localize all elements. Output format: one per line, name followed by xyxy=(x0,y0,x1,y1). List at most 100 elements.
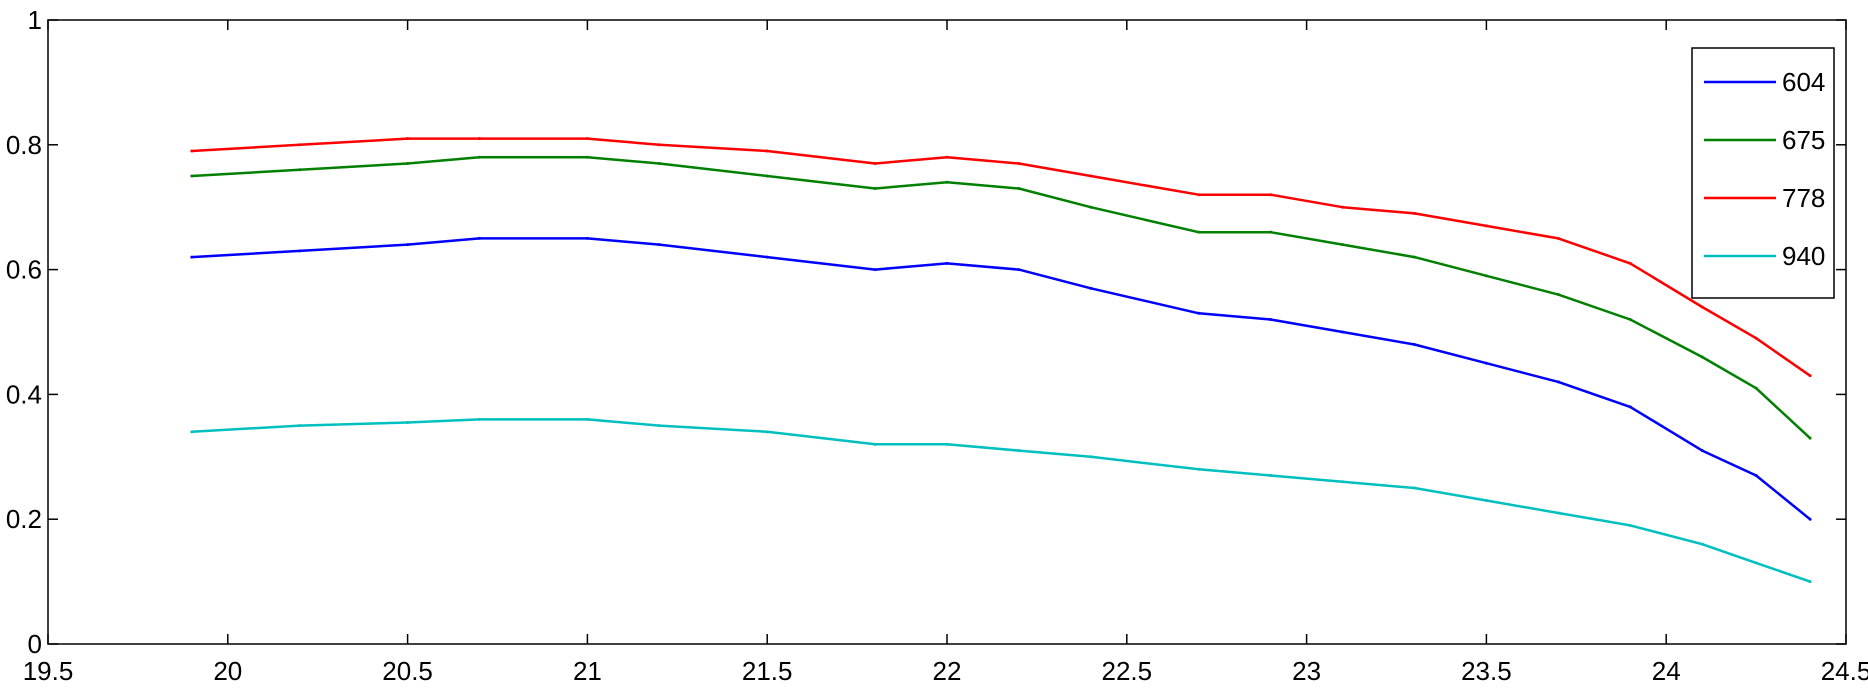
data-point-604 xyxy=(657,243,661,247)
data-point-778 xyxy=(1700,305,1704,309)
data-point-940 xyxy=(873,442,877,446)
data-point-675 xyxy=(1700,355,1704,359)
data-point-940 xyxy=(298,424,302,428)
data-point-940 xyxy=(1700,542,1704,546)
data-point-675 xyxy=(765,174,769,178)
data-point-940 xyxy=(657,424,661,428)
data-point-940 xyxy=(1017,449,1021,453)
data-point-940 xyxy=(1412,486,1416,490)
data-point-778 xyxy=(1341,205,1345,209)
y-tick-label: 0.4 xyxy=(6,379,42,409)
data-point-778 xyxy=(1089,174,1093,178)
data-point-940 xyxy=(190,430,194,434)
data-point-778 xyxy=(1197,193,1201,197)
data-point-604 xyxy=(1089,286,1093,290)
data-point-778 xyxy=(190,149,194,153)
data-point-940 xyxy=(1484,498,1488,502)
data-point-604 xyxy=(1808,517,1812,521)
data-point-675 xyxy=(1628,318,1632,322)
data-point-604 xyxy=(298,249,302,253)
data-point-778 xyxy=(585,137,589,141)
x-tick-label: 23.5 xyxy=(1461,656,1512,686)
y-axis: 0 0.2 0.4 0.6 0.8 1 xyxy=(6,5,1846,659)
data-point-940 xyxy=(1341,480,1345,484)
x-tick-label: 20.5 xyxy=(382,656,433,686)
data-point-940 xyxy=(1628,523,1632,527)
x-tick-label: 23 xyxy=(1292,656,1321,686)
x-tick-label: 21.5 xyxy=(742,656,793,686)
data-point-940 xyxy=(945,442,949,446)
data-point-940 xyxy=(1197,467,1201,471)
data-point-778 xyxy=(945,155,949,159)
data-point-778 xyxy=(1628,261,1632,265)
data-point-604 xyxy=(1754,474,1758,478)
y-tick-label: 0 xyxy=(28,629,42,659)
data-point-604 xyxy=(1484,361,1488,365)
data-point-940 xyxy=(765,430,769,434)
data-point-778 xyxy=(1017,162,1021,166)
data-point-675 xyxy=(1089,205,1093,209)
data-point-604 xyxy=(1197,311,1201,315)
data-point-778 xyxy=(873,162,877,166)
data-point-778 xyxy=(478,137,482,141)
data-point-675 xyxy=(1484,274,1488,278)
x-tick-label: 21 xyxy=(573,656,602,686)
legend-label-604: 604 xyxy=(1782,67,1825,97)
data-point-604 xyxy=(945,261,949,265)
legend-label-778: 778 xyxy=(1782,183,1825,213)
data-point-675 xyxy=(190,174,194,178)
x-tick-label: 24.5 xyxy=(1821,656,1868,686)
data-point-675 xyxy=(1269,230,1273,234)
y-tick-label: 1 xyxy=(28,5,42,35)
data-point-675 xyxy=(585,155,589,159)
data-point-675 xyxy=(873,186,877,190)
data-point-604 xyxy=(1017,268,1021,272)
data-point-604 xyxy=(585,236,589,240)
data-point-940 xyxy=(585,417,589,421)
y-tick-label: 0.8 xyxy=(6,130,42,160)
x-axis: 19.5 20 20.5 21 21.5 22 22.5 23 23.5 24 24.5 xyxy=(23,20,1868,686)
data-point-604 xyxy=(1628,405,1632,409)
data-point-778 xyxy=(1269,193,1273,197)
legend-label-675: 675 xyxy=(1782,125,1825,155)
data-point-940 xyxy=(478,417,482,421)
data-point-675 xyxy=(657,162,661,166)
data-point-778 xyxy=(406,137,410,141)
data-point-604 xyxy=(478,236,482,240)
data-point-675 xyxy=(945,180,949,184)
data-point-604 xyxy=(765,255,769,259)
data-point-675 xyxy=(1197,230,1201,234)
x-tick-label: 20 xyxy=(213,656,242,686)
data-point-675 xyxy=(298,168,302,172)
data-point-778 xyxy=(1808,374,1812,378)
data-point-940 xyxy=(1089,455,1093,459)
y-tick-label: 0.6 xyxy=(6,255,42,285)
data-point-940 xyxy=(1808,580,1812,584)
data-point-940 xyxy=(1269,474,1273,478)
data-point-940 xyxy=(1556,511,1560,515)
data-point-675 xyxy=(1341,243,1345,247)
x-tick-label: 22.5 xyxy=(1101,656,1152,686)
data-point-778 xyxy=(765,149,769,153)
data-point-675 xyxy=(1556,293,1560,297)
data-point-778 xyxy=(1484,224,1488,228)
x-tick-label: 24 xyxy=(1652,656,1681,686)
axes-frame xyxy=(47,19,1847,645)
data-point-675 xyxy=(1412,255,1416,259)
data-point-675 xyxy=(406,162,410,166)
data-point-604 xyxy=(1269,318,1273,322)
data-point-675 xyxy=(478,155,482,159)
x-tick-label: 22 xyxy=(933,656,962,686)
data-point-940 xyxy=(1754,561,1758,565)
data-point-778 xyxy=(1754,336,1758,340)
data-point-604 xyxy=(1341,330,1345,334)
data-point-604 xyxy=(1700,449,1704,453)
data-point-940 xyxy=(406,420,410,424)
data-point-604 xyxy=(190,255,194,259)
data-point-604 xyxy=(406,243,410,247)
data-point-778 xyxy=(657,143,661,147)
data-point-604 xyxy=(1412,342,1416,346)
legend-label-940: 940 xyxy=(1782,241,1825,271)
data-point-604 xyxy=(1556,380,1560,384)
